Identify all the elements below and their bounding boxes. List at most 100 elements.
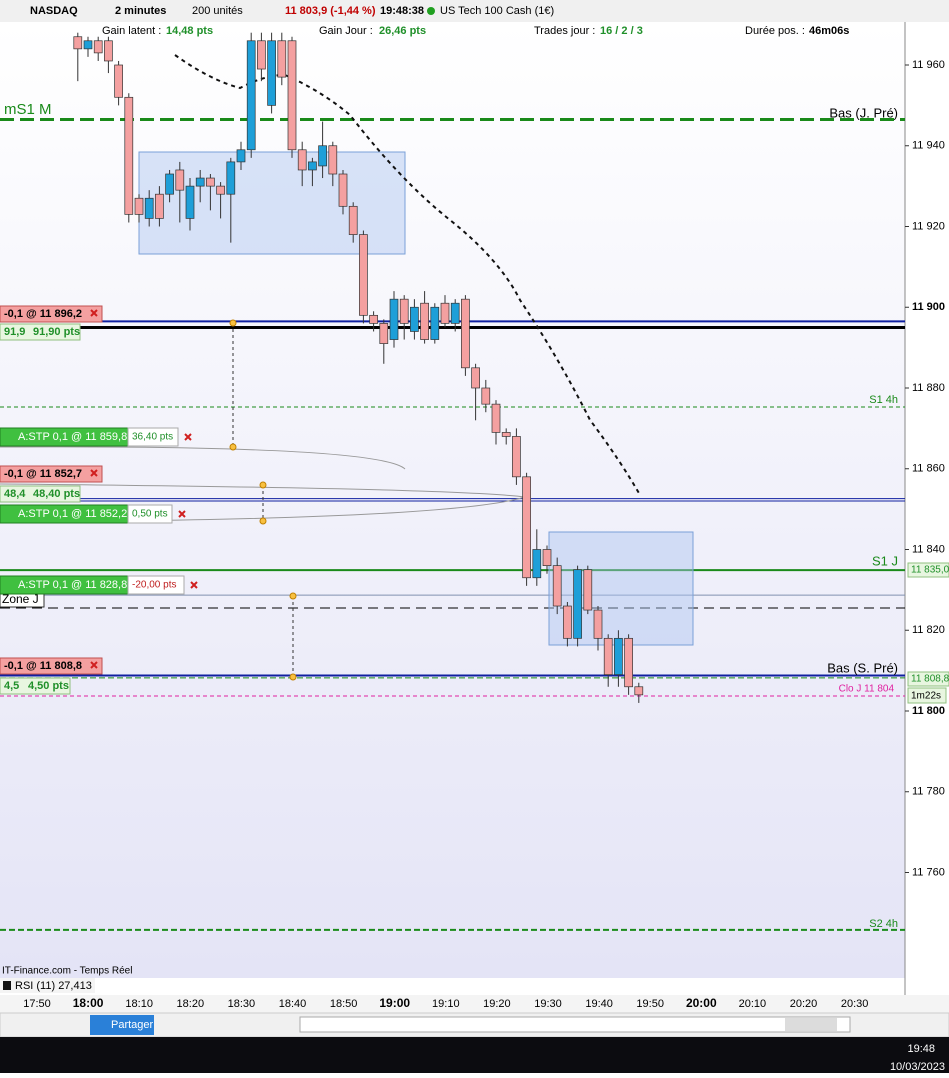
candle-body (532, 549, 542, 579)
time-label: 20:10 (739, 998, 767, 1010)
candle-body (522, 476, 531, 579)
candle-body (246, 40, 256, 151)
candle-body (144, 197, 154, 219)
tick-label: 11 820 (912, 624, 945, 636)
clock: 19:48:38 (380, 5, 424, 17)
price-tag (907, 562, 949, 578)
price-tag (907, 687, 947, 704)
candle-body (277, 40, 287, 78)
level-label: S2 4h (869, 918, 898, 930)
candle-body (195, 177, 205, 187)
order-label[interactable]: -0,1 @ 11 852,7 (4, 468, 82, 480)
candle-body (501, 432, 511, 437)
price-tag-text: 11 835,0 (911, 565, 949, 576)
time-label: 19:00 (379, 996, 410, 1010)
quote: 11 803,9 (-1,44 %) (285, 5, 376, 17)
time-label: 17:50 (23, 998, 51, 1010)
candle-body (440, 302, 450, 324)
scrollbar[interactable] (299, 1016, 851, 1033)
candle-body (206, 177, 215, 187)
candle-body (430, 306, 440, 340)
tick-label: 11 920 (912, 220, 945, 232)
order-pts: 91,90 pts (33, 326, 80, 338)
share-button[interactable] (90, 1015, 154, 1035)
rsi-icon (3, 981, 11, 990)
candle-body (603, 637, 613, 676)
candle-body (287, 40, 297, 151)
tick-label: 11 860 (912, 463, 945, 475)
time-label: 18:30 (228, 998, 256, 1010)
candle-body (552, 565, 562, 607)
candle-body (583, 569, 593, 611)
label: Gain latent : (102, 25, 161, 37)
stop-pts: 36,40 pts (132, 432, 173, 443)
candle-body (450, 302, 460, 324)
tick-label: 11 780 (912, 786, 945, 798)
scroll-thumb[interactable] (785, 1018, 837, 1031)
candle-body (573, 569, 582, 639)
candle-body (297, 149, 307, 171)
tick-label: 11 880 (912, 382, 945, 394)
level-label: S1 J (872, 553, 898, 568)
status (427, 7, 435, 15)
candle-body (175, 169, 185, 191)
share-label[interactable]: Partager (111, 1019, 154, 1031)
candle-body (338, 173, 348, 207)
level-label: Bas (S. Pré) (827, 660, 898, 675)
candle-body (542, 549, 552, 566)
time-axis (0, 995, 949, 1013)
price-tag-text: 11 808,8 (911, 674, 949, 685)
candle-body (410, 306, 419, 332)
candle-body (308, 161, 317, 171)
candle-body (491, 403, 501, 433)
candle-body (512, 436, 521, 478)
value: 46m06s (809, 25, 849, 37)
candle-body (461, 298, 470, 369)
candle-body (348, 205, 358, 235)
candle-body (634, 686, 644, 696)
price-tag (907, 671, 949, 687)
candle-body (389, 298, 399, 340)
period[interactable]: 2 minutes (115, 5, 166, 17)
price-axis (905, 22, 949, 995)
candle-body (563, 605, 572, 639)
time-label: 18:00 (73, 996, 104, 1010)
candle-body (93, 40, 103, 54)
value: 14,48 pts (166, 25, 213, 37)
candle-body (226, 161, 236, 195)
tick-label: 11 840 (912, 543, 945, 555)
time-label: 19:20 (483, 998, 511, 1010)
candle-body (114, 64, 123, 98)
candle-body (165, 173, 174, 195)
instrument[interactable]: NASDAQ (30, 5, 78, 17)
value: 26,46 pts (379, 25, 426, 37)
stop-label[interactable]: A:STP 0,1 @ 11 859,8 (18, 431, 127, 443)
units[interactable]: 200 unités (192, 5, 243, 17)
tick-label: 11 900 (912, 301, 945, 313)
order-gain: 48,4 (4, 488, 26, 500)
candles (73, 32, 644, 703)
label: Trades jour : (534, 25, 595, 37)
candle-body (155, 193, 164, 219)
order-label[interactable]: -0,1 @ 11 896,2 (4, 308, 82, 320)
stop-label[interactable]: A:STP 0,1 @ 11 852,2 (18, 508, 127, 520)
candle-body (481, 387, 491, 405)
time-labels: 17:50 18:00 18:10 18:20 18:30 18:40 18:50 19:00… (23, 996, 868, 1010)
candle-body (593, 609, 603, 639)
handles (229, 319, 297, 681)
stop-label[interactable]: A:STP 0,1 @ 11 828,8 (18, 579, 127, 591)
candle-body (104, 40, 113, 62)
order-label[interactable]: -0,1 @ 11 808,8 (4, 660, 82, 672)
rsi: RSI (11) 27,413 (15, 980, 92, 992)
candle-body (369, 314, 378, 324)
levels (0, 118, 905, 931)
candle-body (185, 185, 195, 219)
time-label: 18:50 (330, 998, 358, 1010)
candle-body (624, 637, 633, 688)
zone-box (548, 531, 694, 646)
time-label: 18:10 (125, 998, 153, 1010)
candle-body (257, 40, 266, 70)
candle-body (420, 302, 429, 340)
